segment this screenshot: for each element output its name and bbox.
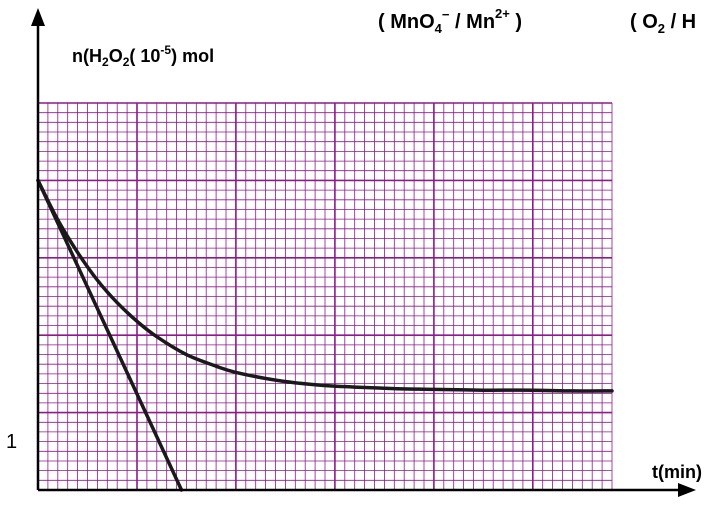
couple-label-1: ( MnO4− / Mn2+ ) bbox=[378, 6, 522, 36]
y-axis-label: n(H2O2( 10-5) mol bbox=[72, 43, 214, 69]
y-axis-arrow-icon bbox=[31, 8, 45, 26]
x-axis-arrow-icon bbox=[678, 483, 696, 497]
x-axis-label: t(min) bbox=[652, 462, 702, 482]
y-tick-label: 1 bbox=[6, 431, 17, 453]
series-line-tangent bbox=[36, 178, 184, 492]
couple-label-2: ( O2 / H bbox=[630, 11, 696, 36]
curves bbox=[36, 178, 614, 492]
series-line-curve bbox=[36, 178, 614, 393]
grid bbox=[37, 102, 613, 491]
